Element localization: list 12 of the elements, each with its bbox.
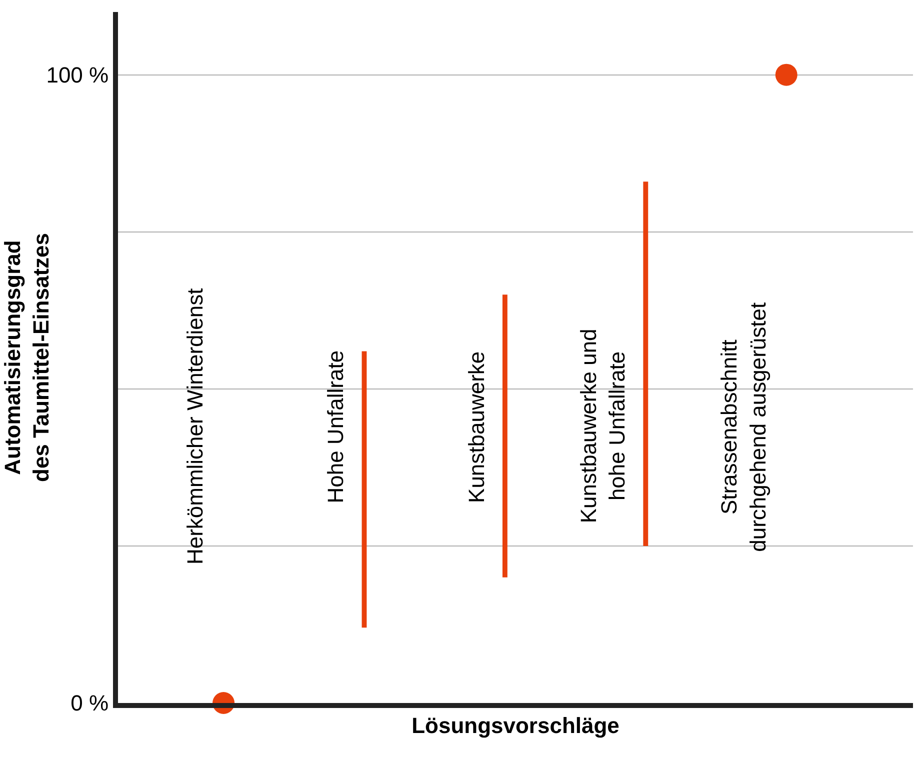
x-tick-label: Herkömmlicher Winterdienst: [182, 288, 208, 565]
y-tick-label: 0 %: [70, 690, 109, 716]
bar: [643, 182, 648, 546]
x-axis-title: Lösungsvorschläge: [412, 712, 620, 738]
bar: [362, 351, 367, 628]
bar: [502, 294, 508, 578]
x-tick-label: Strassenabschnitt durchgehend ausgerüstet: [716, 302, 770, 552]
y-axis-title: Automatisierungsgrad des Taumittel-Einsatzes: [0, 233, 54, 482]
x-tick-label: Kunstbauwerke: [464, 351, 489, 503]
y-tick-label: 100 %: [46, 62, 109, 88]
x-tick-label: Hohe Unfallrate: [323, 350, 348, 504]
x-tick-label: Kunstbauwerke und hohe Unfallrate: [576, 328, 630, 524]
